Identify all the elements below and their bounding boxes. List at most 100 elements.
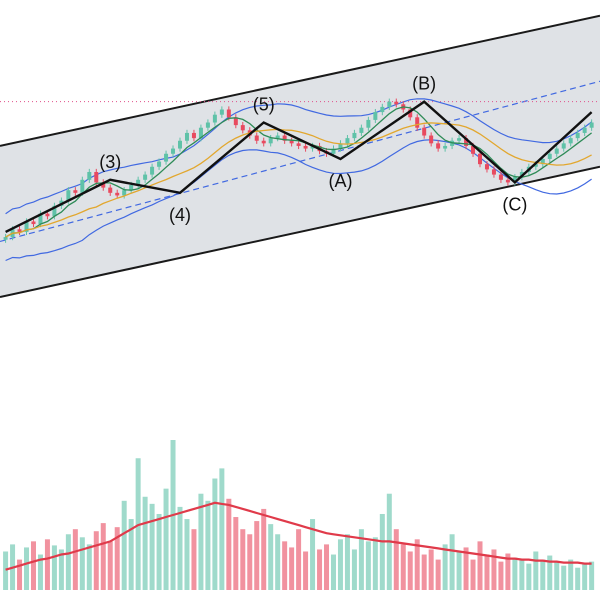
candle-body: [540, 158, 545, 165]
candle-body: [310, 145, 315, 149]
candle-body: [498, 174, 503, 180]
volume-bar: [582, 563, 588, 590]
volume-bar: [128, 519, 134, 590]
volume-bar: [100, 523, 106, 590]
volume-bar: [268, 524, 274, 590]
candle-body: [52, 205, 57, 217]
candle-body: [261, 140, 266, 144]
volume-bar: [484, 554, 490, 590]
volume-bar: [463, 547, 469, 590]
candle-body: [87, 171, 92, 180]
volume-bar: [156, 513, 162, 590]
candle-body: [352, 132, 357, 139]
volume-bar: [337, 539, 343, 590]
candle-body: [554, 148, 559, 154]
volume-bar: [72, 529, 78, 590]
candle-body: [101, 182, 106, 188]
volume-bar: [470, 559, 476, 590]
volume-bar: [533, 551, 539, 590]
candle-body: [589, 122, 594, 128]
volume-bar: [358, 529, 364, 590]
volume-bar: [393, 529, 399, 590]
volume-ma-line: [5, 501, 592, 571]
candle-body: [303, 145, 308, 149]
channel-upper-line: [0, 14, 600, 147]
volume-bar: [37, 554, 43, 590]
volume-bar: [414, 539, 420, 590]
channel-fill: [0, 15, 600, 297]
volume-bar: [86, 544, 92, 590]
volume-bar: [219, 468, 225, 590]
candle-body: [547, 153, 552, 159]
candle-body: [345, 138, 350, 144]
volume-bar: [198, 493, 204, 590]
candle-body: [505, 179, 510, 183]
candle-body: [198, 127, 203, 139]
candle-body: [582, 127, 587, 133]
candle-body: [331, 148, 336, 154]
volume-bar: [491, 549, 497, 590]
wave-label-c: (C): [502, 194, 527, 214]
volume-bar: [275, 534, 281, 590]
candle-body: [184, 132, 189, 141]
candle-body: [191, 132, 196, 139]
volume-bar: [93, 531, 99, 590]
candle-body: [289, 140, 294, 144]
volume-bar: [233, 517, 239, 590]
candle-body: [150, 166, 155, 175]
candle-body: [380, 106, 385, 113]
candle-body: [212, 114, 217, 123]
candle-body: [429, 135, 434, 144]
volume-bar: [310, 519, 316, 590]
volume-bar: [561, 565, 567, 590]
candle-body: [394, 101, 399, 105]
volume-bar: [191, 529, 197, 590]
volume-bar: [114, 527, 120, 590]
candle-body: [443, 145, 448, 149]
candle-body: [436, 143, 441, 149]
volume-bar: [58, 549, 64, 590]
candle-body: [512, 177, 517, 183]
candle-body: [338, 143, 343, 149]
volume-bar: [575, 567, 581, 590]
volume-bar: [330, 554, 336, 590]
candle-body: [478, 153, 482, 165]
volume-bar: [51, 545, 57, 590]
volume-bar: [163, 488, 169, 590]
candle-body: [129, 185, 134, 191]
wave-label-b: (B): [412, 74, 436, 94]
volume-bar: [44, 539, 50, 590]
volume-bar: [324, 544, 330, 590]
candle-body: [94, 171, 99, 183]
volume-bar: [79, 537, 85, 590]
volume-bar: [289, 547, 295, 590]
volume-bar: [547, 555, 553, 590]
volume-bar: [282, 541, 288, 590]
candle-body: [3, 237, 8, 240]
wave-label-5: (5): [253, 95, 275, 115]
volume-bar: [512, 557, 518, 590]
volume-bar: [435, 559, 441, 590]
volume-bar: [17, 559, 23, 590]
volume-bar: [184, 519, 190, 590]
candle-body: [387, 101, 392, 107]
volume-bar: [421, 554, 427, 590]
volume-bar: [568, 559, 574, 590]
volume-bar: [254, 521, 260, 590]
volume-bar: [205, 500, 211, 590]
candle-body: [275, 135, 280, 139]
volume-bar: [519, 559, 525, 590]
wave-label-4: (4): [169, 205, 191, 225]
wave-label-a: (A): [328, 171, 352, 191]
elliott-wave-path: [5, 100, 593, 233]
volume-bar: [30, 541, 36, 590]
volume-bar: [526, 563, 532, 590]
candle-body: [415, 117, 420, 128]
volume-bar: [428, 549, 434, 590]
volume-bar: [65, 534, 71, 590]
volume-bar: [449, 534, 455, 590]
volume-bar: [317, 549, 323, 590]
ma-mid-line: [5, 122, 592, 238]
candle-body: [408, 109, 413, 118]
